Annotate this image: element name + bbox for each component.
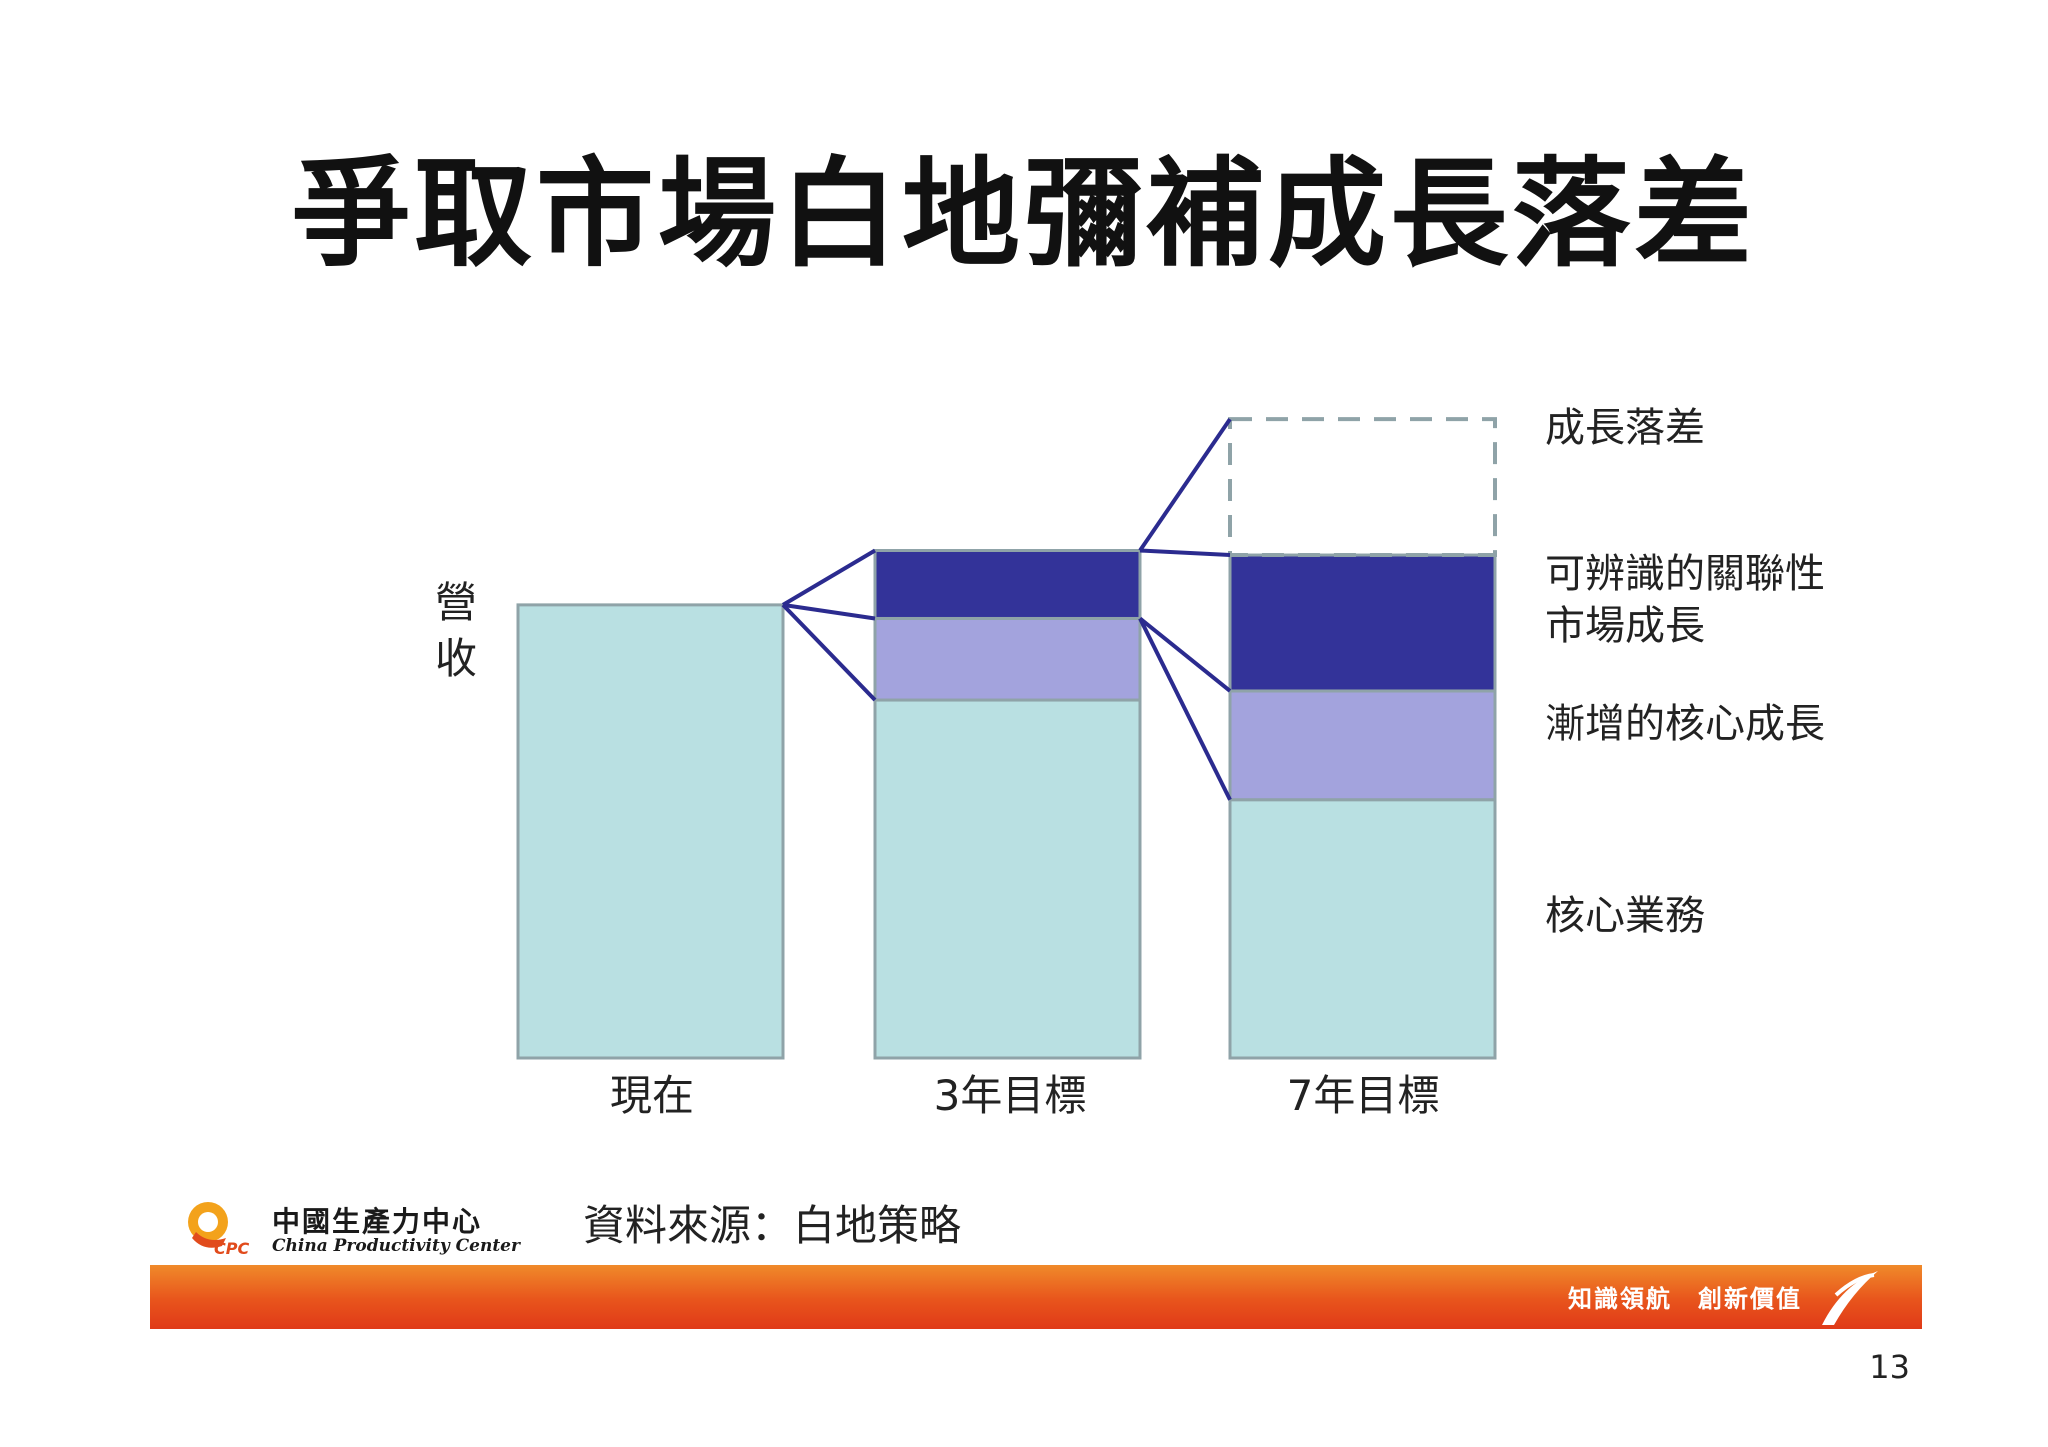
segment-label-incremental-line: 漸增的核心成長 [1545,701,1825,747]
connector-line-2 [781,603,877,702]
segment-label-core-line: 核心業務 [1545,893,1705,939]
connector-line-3 [1138,617,1232,801]
segment-label-gap-line: 成長落差 [1545,405,1705,451]
segment-label-incremental: 漸增的核心成長 [1545,698,1825,750]
swoosh-icon [1822,1271,1878,1325]
page-number: 13 [1869,1348,1910,1386]
page-title: 爭取市場白地彌補成長落差 [291,145,1756,283]
connector-line-6 [1139,548,1231,558]
source-note: 資料來源：白地策略 [583,1201,962,1250]
bar-2-gap [1228,417,1497,558]
logo-english-name: China Productivity Center [272,1236,520,1256]
bar-1-core [873,698,1142,1060]
category-label-3yr: 3年目標 [933,1071,1087,1120]
bar-0-core [516,603,785,1060]
connector-line-5 [1138,417,1232,552]
connector-line-4 [1138,616,1232,693]
slogan: 知識領航 創新價值 [1568,1285,1802,1313]
segment-label-related-line-2: 市場成長 [1545,603,1705,649]
cpc-logo-mark-text: CPC [214,1239,249,1258]
bar-1-related [873,549,1142,620]
segment-label-related-line-1: 可辨識的關聯性 [1545,551,1825,597]
segment-label-gap: 成長落差 [1545,402,1705,454]
connector-line-0 [781,548,877,607]
connector-line-1 [782,602,876,621]
category-label-now: 現在 [609,1071,694,1120]
bar-2-incremental [1228,689,1497,802]
logo-chinese-name: 中國生產力中心 [272,1205,483,1238]
footer-band: 知識領航 創新價值 [150,1265,1922,1329]
bar-2-related [1228,553,1497,693]
segment-label-related: 可辨識的關聯性 市場成長 [1545,548,1825,652]
bar-1-incremental [873,616,1142,702]
cpc-logo-mark-icon: CPC [188,1202,249,1258]
bar-2-core [1228,798,1497,1060]
segment-label-core: 核心業務 [1545,890,1705,942]
category-label-7yr: 7年目標 [1286,1071,1440,1120]
cpc-logo: CPC 中國生產力中心 China Productivity Center [182,1198,520,1258]
y-axis-label: 營收 [434,578,477,683]
